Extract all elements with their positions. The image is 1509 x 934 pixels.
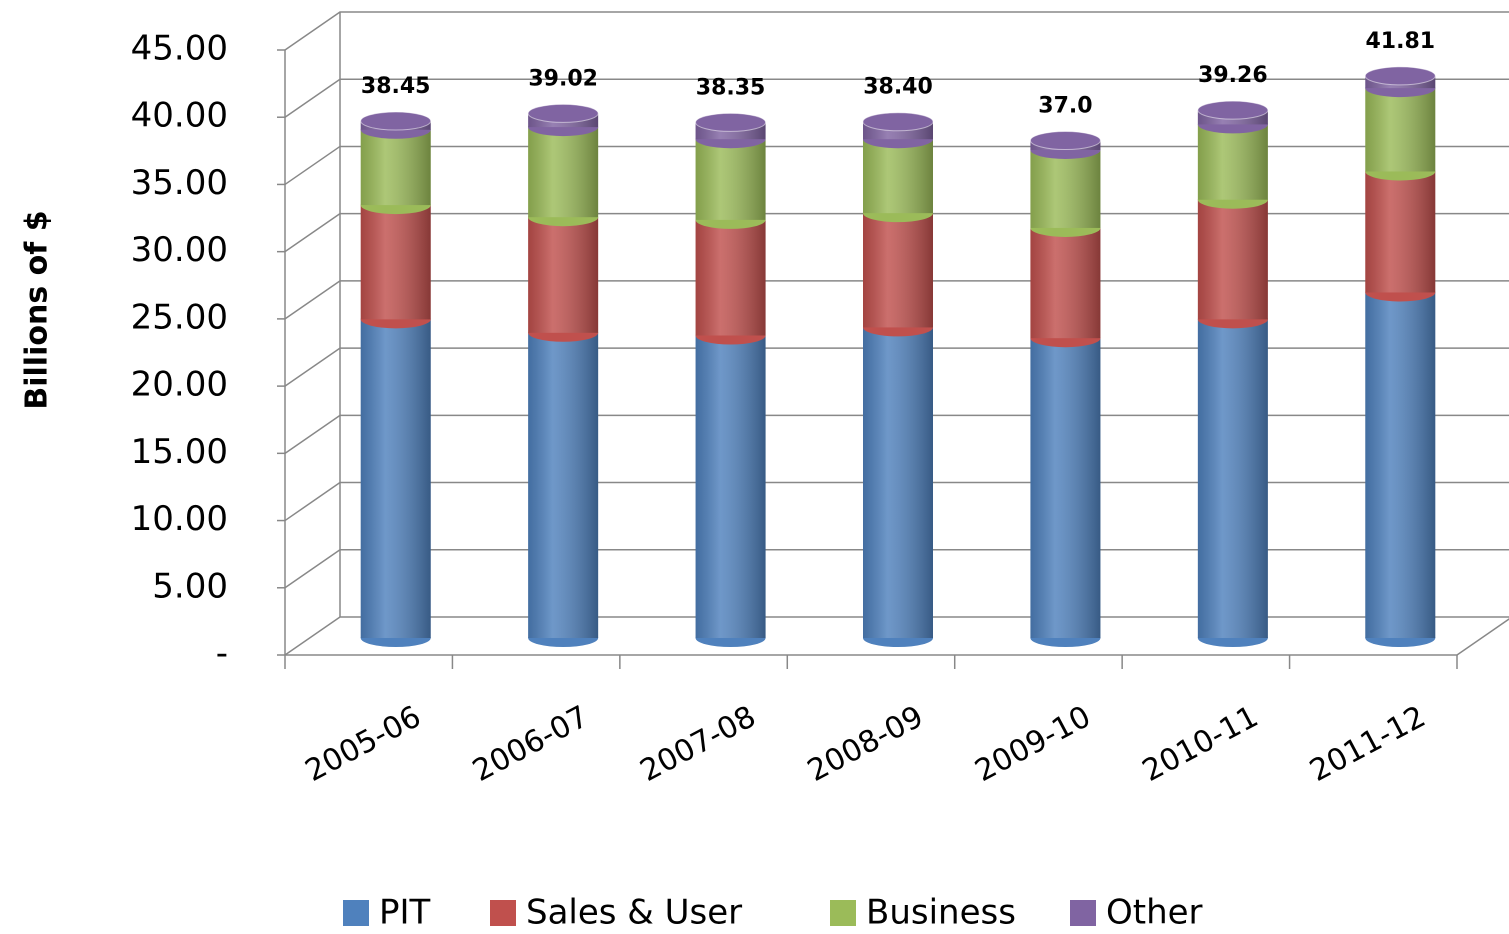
bar-shade bbox=[863, 139, 933, 214]
bar-top bbox=[527, 103, 599, 123]
y-tick-label: 25.00 bbox=[131, 297, 228, 337]
x-tick-label: 2007-08 bbox=[635, 699, 762, 789]
bar-shade bbox=[528, 127, 599, 218]
y-tick-label: 5.00 bbox=[152, 566, 228, 606]
bar-shade bbox=[1197, 319, 1268, 638]
legend-swatch bbox=[343, 900, 369, 926]
legend-swatch bbox=[490, 900, 516, 926]
y-tick-label: 15.00 bbox=[131, 432, 228, 472]
legend-swatch bbox=[1070, 900, 1096, 926]
bar-shade bbox=[1030, 227, 1101, 339]
legend-label: Sales & User bbox=[526, 893, 742, 933]
bar-shade bbox=[528, 217, 599, 333]
bar-top bbox=[695, 112, 767, 132]
bar-shade bbox=[695, 219, 766, 336]
bar-shade bbox=[695, 139, 766, 220]
y-tick-label: - bbox=[216, 634, 228, 674]
bar-top bbox=[1364, 66, 1436, 86]
bar-top bbox=[360, 111, 432, 131]
bar-shade bbox=[1365, 88, 1436, 172]
legend-label: PIT bbox=[379, 893, 431, 933]
x-tick-label: 2010-11 bbox=[1137, 699, 1264, 789]
bar-shade bbox=[360, 205, 431, 320]
y-axis-title: Billions of $ bbox=[20, 210, 55, 409]
total-label: 37.0 bbox=[1038, 94, 1092, 119]
bar-top bbox=[862, 112, 934, 132]
x-tick-label: 2005-06 bbox=[300, 699, 427, 789]
bar-shade bbox=[1365, 171, 1436, 293]
total-label: 38.45 bbox=[361, 74, 431, 99]
legend-label: Other bbox=[1106, 893, 1203, 933]
bar-shade bbox=[1030, 149, 1101, 228]
bar-shade bbox=[695, 335, 766, 638]
bar-shade bbox=[863, 327, 933, 638]
legend-label: Business bbox=[866, 893, 1016, 933]
y-tick-label: 20.00 bbox=[131, 365, 228, 405]
bar-shade bbox=[360, 319, 431, 638]
bar-shade bbox=[528, 332, 599, 638]
x-tick-label: 2011-12 bbox=[1304, 699, 1431, 789]
y-tick-label: 45.00 bbox=[131, 29, 228, 69]
x-tick-label: 2009-10 bbox=[969, 699, 1096, 789]
total-label: 41.81 bbox=[1365, 29, 1435, 54]
total-label: 39.02 bbox=[528, 66, 598, 91]
total-label: 38.35 bbox=[696, 75, 766, 100]
legend-swatch bbox=[830, 900, 856, 926]
bar-top bbox=[1197, 100, 1269, 120]
y-tick-label: 30.00 bbox=[131, 230, 228, 270]
total-label: 39.26 bbox=[1198, 63, 1268, 88]
x-tick-label: 2006-07 bbox=[467, 699, 594, 789]
bar-shade bbox=[1365, 292, 1436, 638]
x-tick-label: 2008-09 bbox=[802, 699, 929, 789]
bar-shade bbox=[360, 129, 431, 206]
bar-shade bbox=[1197, 124, 1268, 200]
bar-shade bbox=[1197, 199, 1268, 320]
total-label: 38.40 bbox=[863, 75, 933, 100]
y-tick-label: 10.00 bbox=[131, 499, 228, 539]
grid-line bbox=[284, 11, 1509, 51]
bar-shade bbox=[863, 213, 933, 328]
bar-top bbox=[1029, 131, 1101, 151]
y-tick-label: 40.00 bbox=[131, 96, 228, 136]
bar-shade bbox=[1030, 338, 1101, 638]
y-tick-label: 35.00 bbox=[131, 163, 228, 203]
